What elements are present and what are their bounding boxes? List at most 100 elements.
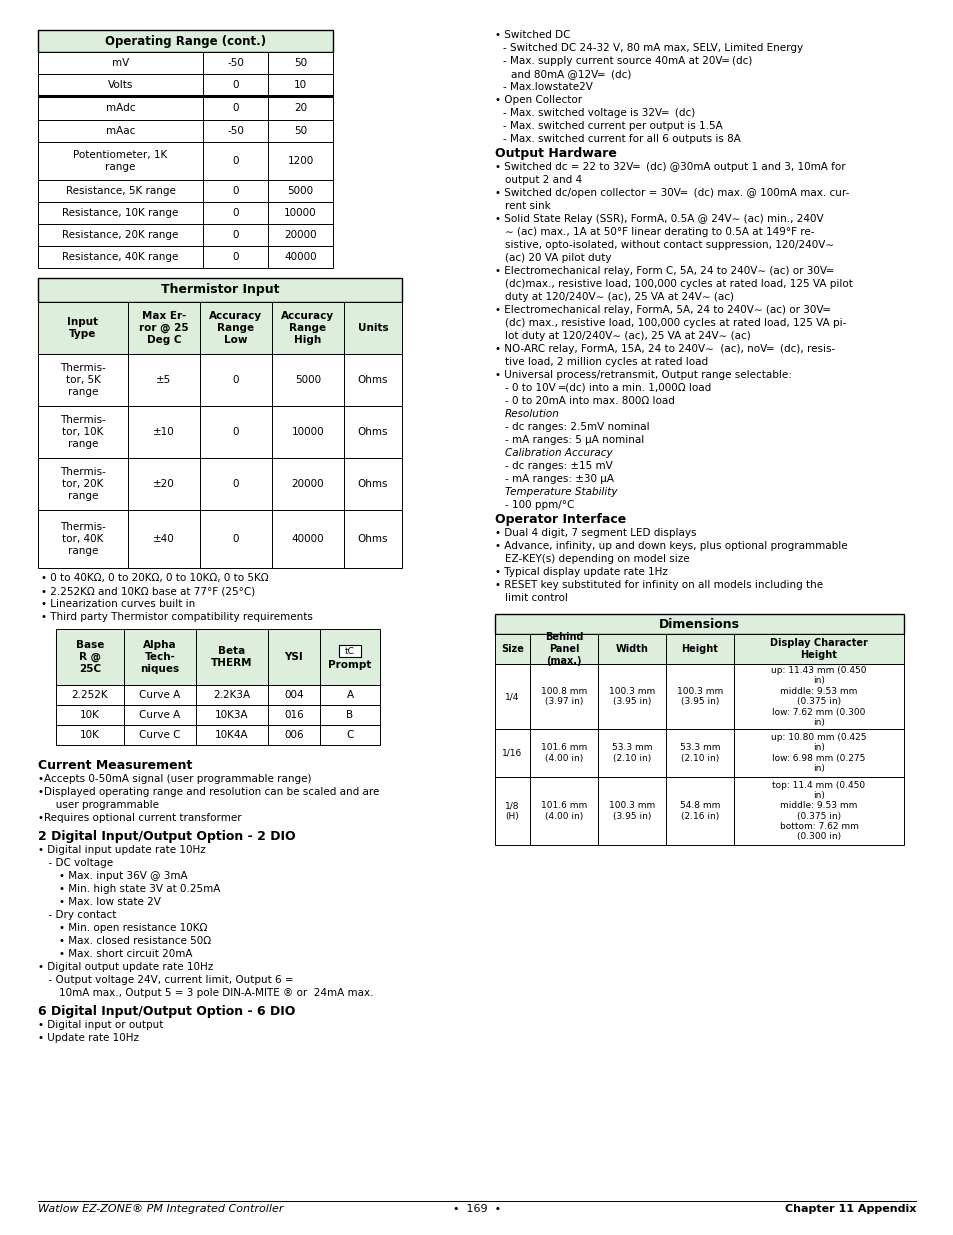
Text: 100.3 mm
(3.95 in): 100.3 mm (3.95 in) — [677, 687, 722, 706]
Text: 1/8
(H): 1/8 (H) — [505, 802, 519, 821]
Text: Thermis-
tor, 20K
range: Thermis- tor, 20K range — [60, 467, 106, 500]
Text: • Digital output update rate 10Hz: • Digital output update rate 10Hz — [38, 962, 213, 972]
Text: Output Hardware: Output Hardware — [495, 147, 617, 161]
Bar — [38, 458, 128, 510]
Text: duty at 120/240V∼ (ac), 25 VA at 24V∼ (ac): duty at 120/240V∼ (ac), 25 VA at 24V∼ (a… — [504, 291, 733, 303]
Text: - Max. switched voltage is 32V═  (dc): - Max. switched voltage is 32V═ (dc) — [502, 107, 695, 119]
Text: 2 Digital Input/Output Option - 2 DIO: 2 Digital Input/Output Option - 2 DIO — [38, 830, 295, 844]
Text: - Switched DC 24-32 V, 80 mA max, SELV, Limited Energy: - Switched DC 24-32 V, 80 mA max, SELV, … — [502, 43, 802, 53]
Text: • Third party Thermistor compatibility requirements: • Third party Thermistor compatibility r… — [41, 613, 313, 622]
Bar — [272, 406, 344, 458]
Text: 0: 0 — [233, 375, 239, 385]
Text: Ohms: Ohms — [357, 427, 388, 437]
Bar — [530, 634, 598, 664]
Text: Resistance, 10K range: Resistance, 10K range — [62, 207, 178, 219]
Text: Alpha
Tech-
niques: Alpha Tech- niques — [140, 641, 179, 673]
Bar — [56, 725, 124, 745]
Bar — [195, 725, 268, 745]
Bar — [56, 685, 124, 705]
Text: ±40: ±40 — [153, 534, 174, 543]
Text: Display Character
Height: Display Character Height — [769, 638, 867, 659]
Bar — [128, 510, 200, 568]
Bar — [495, 777, 530, 845]
Text: 006: 006 — [284, 730, 303, 740]
Bar — [38, 510, 128, 568]
Text: Dimensions: Dimensions — [659, 618, 740, 631]
Bar — [38, 180, 203, 203]
Bar — [124, 725, 195, 745]
Text: - Max.lowstate2V: - Max.lowstate2V — [502, 82, 592, 91]
Text: - 0 to 10V ═(dc) into a min. 1,000Ω load: - 0 to 10V ═(dc) into a min. 1,000Ω load — [504, 383, 711, 393]
Text: Curve A: Curve A — [139, 710, 180, 720]
Text: Volts: Volts — [108, 80, 133, 90]
Text: • NO-ARC relay, FormA, 15A, 24 to 240V∼  (ac), noV═  (dc), resis-: • NO-ARC relay, FormA, 15A, 24 to 240V∼ … — [495, 345, 835, 354]
Text: 2.252K: 2.252K — [71, 690, 109, 700]
Text: - Max. switched current for all 6 outputs is 8A: - Max. switched current for all 6 output… — [502, 135, 740, 144]
Text: 50: 50 — [294, 58, 307, 68]
Text: •Accepts 0-50mA signal (user programmable range): •Accepts 0-50mA signal (user programmabl… — [38, 774, 312, 784]
Bar — [268, 74, 333, 96]
Bar — [38, 203, 203, 224]
Text: tC: tC — [345, 646, 355, 656]
Text: ∼ (ac) max., 1A at 50°F linear derating to 0.5A at 149°F re-: ∼ (ac) max., 1A at 50°F linear derating … — [504, 227, 814, 237]
Bar — [268, 120, 333, 142]
Text: B: B — [346, 710, 354, 720]
Bar — [124, 705, 195, 725]
Bar — [598, 729, 665, 777]
Text: •  169  •: • 169 • — [453, 1204, 500, 1214]
Text: Max Er-
ror @ 25
Deg C: Max Er- ror @ 25 Deg C — [139, 311, 189, 345]
Text: - DC voltage: - DC voltage — [42, 858, 113, 868]
Text: 0: 0 — [232, 252, 238, 262]
Text: •Requires optional current transformer: •Requires optional current transformer — [38, 813, 241, 823]
Bar — [530, 729, 598, 777]
Bar — [203, 180, 268, 203]
Bar — [38, 354, 128, 406]
Bar — [38, 30, 333, 52]
Text: • Electromechanical relay, FormA, 5A, 24 to 240V∼ (ac) or 30V═: • Electromechanical relay, FormA, 5A, 24… — [495, 305, 829, 315]
Bar — [195, 705, 268, 725]
Text: • Switched dc = 22 to 32V═  (dc) @30mA output 1 and 3, 10mA for: • Switched dc = 22 to 32V═ (dc) @30mA ou… — [495, 162, 844, 172]
Text: EZ-KEY(s) depending on model size: EZ-KEY(s) depending on model size — [504, 555, 689, 564]
Text: Prompt: Prompt — [328, 659, 372, 671]
Bar — [38, 278, 401, 303]
Text: • Digital input update rate 10Hz: • Digital input update rate 10Hz — [38, 845, 206, 855]
Text: 10K: 10K — [80, 730, 100, 740]
Text: - dc ranges: ±15 mV: - dc ranges: ±15 mV — [504, 461, 612, 471]
Text: - 0 to 20mA into max. 800Ω load: - 0 to 20mA into max. 800Ω load — [504, 396, 674, 406]
Text: 101.6 mm
(4.00 in): 101.6 mm (4.00 in) — [540, 743, 586, 763]
Bar — [268, 725, 319, 745]
Text: • Max. closed resistance 50Ω: • Max. closed resistance 50Ω — [46, 936, 211, 946]
Text: 100.3 mm
(3.95 in): 100.3 mm (3.95 in) — [608, 687, 655, 706]
Bar — [128, 406, 200, 458]
Text: Size: Size — [500, 643, 523, 655]
Text: C: C — [346, 730, 354, 740]
Text: 0: 0 — [232, 80, 238, 90]
Bar — [268, 705, 319, 725]
Bar — [665, 777, 733, 845]
Text: Resistance, 5K range: Resistance, 5K range — [66, 186, 175, 196]
Text: 0: 0 — [232, 186, 238, 196]
Text: - Dry contact: - Dry contact — [42, 910, 116, 920]
Bar — [200, 303, 272, 354]
Bar — [268, 203, 333, 224]
Text: up: 10.80 mm (0.425
in)
low: 6.98 mm (0.275
in): up: 10.80 mm (0.425 in) low: 6.98 mm (0.… — [770, 732, 866, 773]
Text: YSI: YSI — [284, 652, 303, 662]
Bar — [200, 510, 272, 568]
Bar — [203, 203, 268, 224]
Bar — [733, 777, 903, 845]
Bar — [338, 645, 360, 657]
Bar — [598, 634, 665, 664]
Bar — [38, 303, 128, 354]
Text: (ac) 20 VA pilot duty: (ac) 20 VA pilot duty — [504, 253, 611, 263]
Bar — [319, 725, 379, 745]
Text: 0: 0 — [233, 479, 239, 489]
Text: rent sink: rent sink — [504, 201, 550, 211]
Text: • RESET key substituted for infinity on all models including the: • RESET key substituted for infinity on … — [495, 580, 822, 590]
Bar — [665, 634, 733, 664]
Text: 50: 50 — [294, 126, 307, 136]
Text: A: A — [346, 690, 354, 700]
Text: mAdc: mAdc — [106, 103, 135, 112]
Text: Beta
THERM: Beta THERM — [211, 646, 253, 668]
Text: • Typical display update rate 1Hz: • Typical display update rate 1Hz — [495, 567, 667, 577]
Text: output 2 and 4: output 2 and 4 — [504, 175, 581, 185]
